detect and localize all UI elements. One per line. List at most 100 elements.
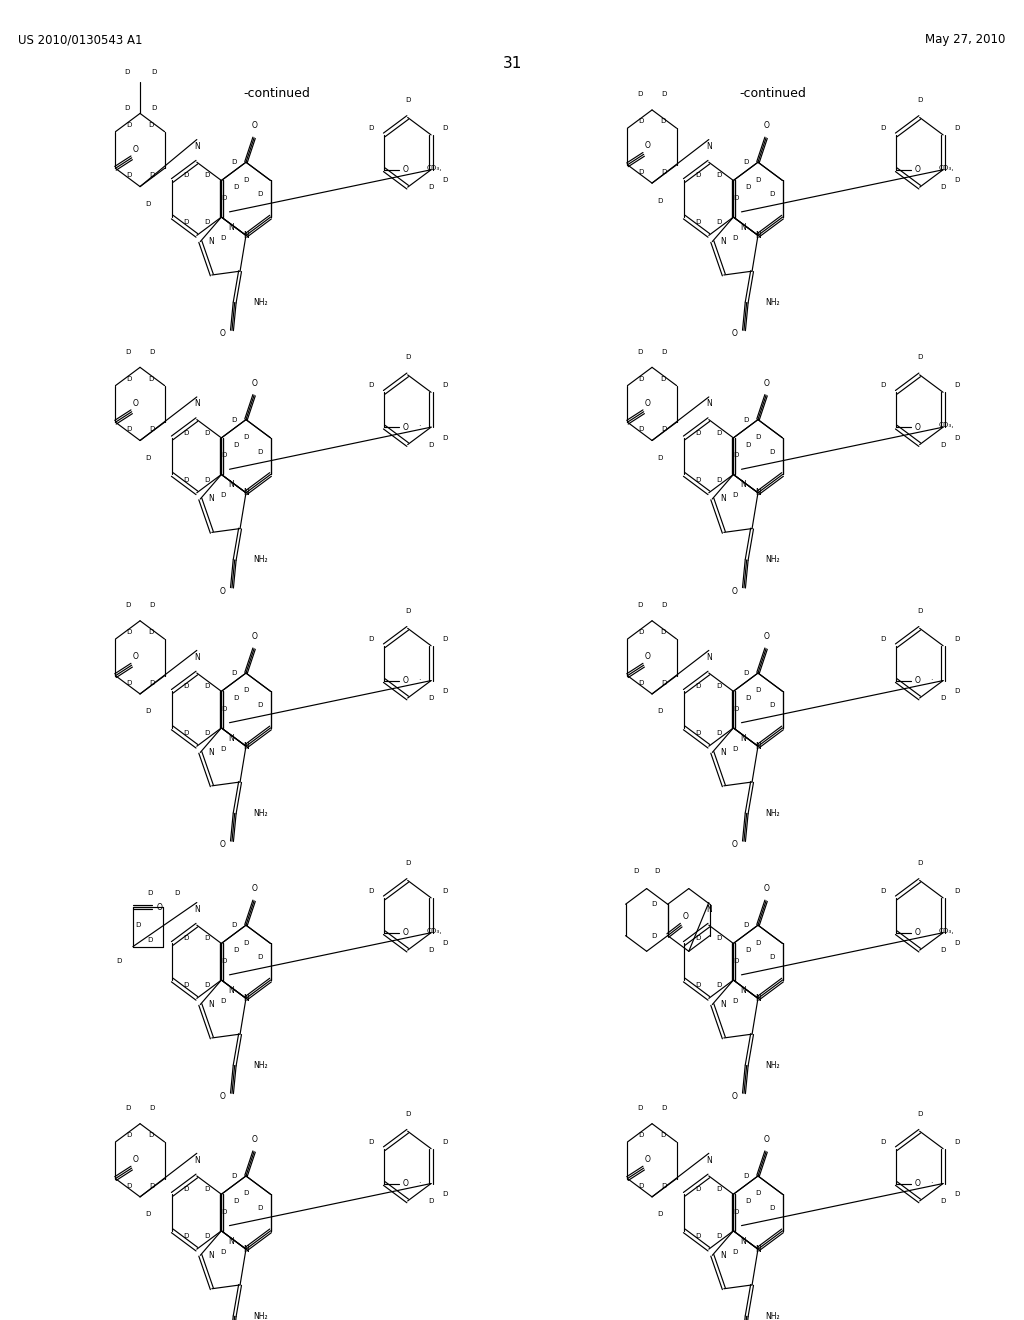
Text: D: D bbox=[183, 1187, 189, 1192]
Text: N: N bbox=[194, 906, 200, 913]
Text: O: O bbox=[645, 141, 650, 150]
Text: D: D bbox=[953, 888, 959, 894]
Text: O: O bbox=[403, 1179, 409, 1188]
Text: NH₂: NH₂ bbox=[254, 1061, 268, 1071]
Text: .: . bbox=[930, 1176, 933, 1184]
Text: D: D bbox=[257, 1205, 262, 1212]
Text: D: D bbox=[147, 937, 153, 942]
Text: O: O bbox=[251, 632, 257, 642]
Text: D: D bbox=[662, 602, 667, 609]
Text: O: O bbox=[731, 841, 737, 849]
Text: D: D bbox=[732, 235, 738, 242]
Text: D: D bbox=[733, 1209, 739, 1214]
Text: D: D bbox=[733, 195, 739, 201]
Text: N: N bbox=[720, 748, 726, 756]
Text: D: D bbox=[233, 442, 239, 447]
Text: N: N bbox=[208, 748, 214, 756]
Text: -continued: -continued bbox=[739, 87, 807, 100]
Text: O: O bbox=[731, 1093, 737, 1101]
Text: CD₃,: CD₃, bbox=[426, 928, 441, 935]
Text: D: D bbox=[916, 609, 923, 614]
Text: N: N bbox=[740, 480, 745, 490]
Text: D: D bbox=[657, 709, 663, 714]
Text: D: D bbox=[124, 69, 129, 75]
Text: D: D bbox=[233, 948, 239, 953]
Text: O: O bbox=[403, 928, 409, 937]
Text: NH₂: NH₂ bbox=[254, 298, 268, 308]
Text: D: D bbox=[441, 636, 447, 642]
Text: D: D bbox=[717, 1233, 722, 1239]
Text: N: N bbox=[243, 1245, 249, 1254]
Text: D: D bbox=[148, 376, 154, 381]
Text: D: D bbox=[150, 602, 155, 609]
Text: D: D bbox=[151, 106, 157, 111]
Text: D: D bbox=[732, 492, 738, 499]
Text: N: N bbox=[228, 223, 233, 232]
Text: D: D bbox=[135, 921, 141, 928]
Text: D: D bbox=[126, 1133, 132, 1138]
Text: D: D bbox=[756, 177, 761, 182]
Text: D: D bbox=[940, 185, 946, 190]
Text: D: D bbox=[150, 680, 156, 685]
Text: D: D bbox=[717, 219, 722, 226]
Text: D: D bbox=[205, 430, 210, 436]
Text: D: D bbox=[940, 696, 946, 701]
Text: D: D bbox=[637, 348, 643, 355]
Text: D: D bbox=[637, 1105, 643, 1111]
Text: O: O bbox=[219, 330, 225, 338]
Text: CD₃,: CD₃, bbox=[938, 928, 953, 935]
Text: D: D bbox=[221, 706, 227, 711]
Text: O: O bbox=[915, 165, 921, 174]
Text: D: D bbox=[183, 477, 189, 483]
Text: D: D bbox=[220, 998, 226, 1005]
Text: N: N bbox=[720, 238, 726, 246]
Text: D: D bbox=[150, 1183, 156, 1188]
Text: D: D bbox=[231, 923, 237, 928]
Text: D: D bbox=[651, 933, 657, 939]
Text: D: D bbox=[940, 948, 946, 953]
Text: D: D bbox=[126, 173, 132, 178]
Text: N: N bbox=[208, 1001, 214, 1008]
Text: N: N bbox=[740, 986, 745, 995]
Text: D: D bbox=[205, 1187, 210, 1192]
Text: O: O bbox=[763, 1135, 769, 1144]
Text: NH₂: NH₂ bbox=[766, 298, 780, 308]
Text: NH₂: NH₂ bbox=[766, 809, 780, 818]
Text: O: O bbox=[219, 841, 225, 849]
Text: D: D bbox=[244, 1191, 249, 1196]
Text: D: D bbox=[717, 936, 722, 941]
Text: D: D bbox=[662, 680, 668, 685]
Text: D: D bbox=[183, 936, 189, 941]
Text: D: D bbox=[183, 1233, 189, 1239]
Text: D: D bbox=[695, 684, 701, 689]
Text: 31: 31 bbox=[503, 55, 521, 71]
Text: D: D bbox=[126, 376, 132, 381]
Text: D: D bbox=[145, 201, 151, 207]
Text: O: O bbox=[219, 1093, 225, 1101]
Text: .: . bbox=[418, 673, 421, 681]
Text: N: N bbox=[755, 994, 761, 1003]
Text: N: N bbox=[706, 1156, 712, 1164]
Text: D: D bbox=[404, 861, 411, 866]
Text: D: D bbox=[695, 219, 701, 226]
Text: D: D bbox=[756, 688, 761, 693]
Text: D: D bbox=[183, 430, 189, 436]
Text: D: D bbox=[633, 869, 639, 874]
Text: O: O bbox=[763, 379, 769, 388]
Text: NH₂: NH₂ bbox=[254, 556, 268, 565]
Text: D: D bbox=[244, 434, 249, 440]
Text: D: D bbox=[441, 888, 447, 894]
Text: D: D bbox=[662, 1105, 667, 1111]
Text: D: D bbox=[916, 861, 923, 866]
Text: D: D bbox=[638, 169, 644, 174]
Text: D: D bbox=[183, 684, 189, 689]
Text: D: D bbox=[638, 1183, 644, 1188]
Text: D: D bbox=[717, 730, 722, 737]
Text: D: D bbox=[695, 730, 701, 737]
Text: D: D bbox=[148, 1133, 154, 1138]
Text: D: D bbox=[745, 1199, 751, 1204]
Text: N: N bbox=[720, 1251, 726, 1259]
Text: D: D bbox=[769, 191, 774, 198]
Text: D: D bbox=[695, 430, 701, 436]
Text: D: D bbox=[404, 609, 411, 614]
